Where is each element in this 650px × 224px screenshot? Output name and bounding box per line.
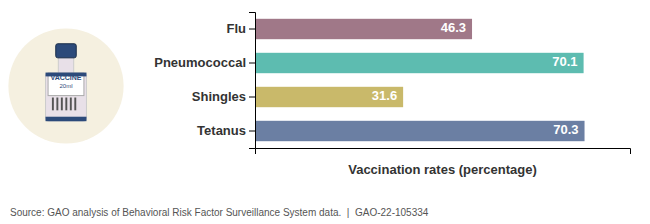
x-axis-title: Vaccination rates (percentage): [348, 162, 537, 177]
y-tick-label: Pneumococcal: [154, 55, 246, 70]
data-labels: 46.3 70.1 31.6 70.3: [372, 20, 579, 137]
bottle-barcode: [65, 98, 67, 111]
bottle-neck: [58, 57, 73, 73]
data-label: 70.1: [552, 54, 577, 69]
y-tick-label: Tetanus: [197, 123, 246, 138]
data-label: 46.3: [441, 20, 466, 35]
x-axis: [256, 149, 631, 155]
y-tick-mark: [249, 63, 255, 64]
bottle-barcode: [52, 98, 54, 111]
y-tick-label: Shingles: [192, 89, 246, 104]
y-tick-mark: [249, 131, 255, 132]
annotation: 20ml: [59, 83, 72, 89]
y-tick-label: Flu: [227, 21, 247, 36]
chart-svg: VACCINE 20ml Flu Pneumococcal Shingles Tetanu…: [0, 0, 650, 224]
bars: [255, 19, 585, 141]
bottle-label: [48, 73, 84, 95]
bottle-cap: [56, 44, 76, 58]
bar: [255, 19, 472, 39]
bottle-barcode: [74, 98, 76, 111]
y-axis-line: [249, 13, 256, 149]
y-tick: Tetanus: [197, 123, 255, 138]
y-tick: Pneumococcal: [154, 55, 255, 70]
y-tick: Shingles: [192, 89, 255, 104]
bar: [255, 87, 403, 107]
bottle-barcode: [56, 98, 58, 111]
x-axis-line: [256, 149, 631, 155]
y-tick-mark: [249, 97, 255, 98]
source-note: Source: GAO analysis of Behavioral Risk …: [10, 207, 429, 218]
bottle-body: [46, 73, 87, 121]
bottle-barcode: [61, 98, 63, 111]
data-label: 31.6: [372, 88, 397, 103]
y-tick-mark: [249, 29, 255, 30]
annotation: VACCINE: [51, 74, 82, 81]
illustration-circle: [8, 28, 123, 143]
bar: [255, 121, 585, 141]
bottle-band: [46, 117, 87, 121]
bottle-barcode: [70, 98, 72, 111]
y-tick: Flu: [227, 21, 256, 36]
y-axis: Flu Pneumococcal Shingles Tetanus: [154, 13, 255, 149]
data-label: 70.3: [553, 122, 578, 137]
plot: Flu Pneumococcal Shingles Tetanus 46.3 70.1 31…: [154, 13, 630, 155]
bar: [255, 53, 584, 73]
illustration: VACCINE 20ml: [8, 28, 123, 143]
